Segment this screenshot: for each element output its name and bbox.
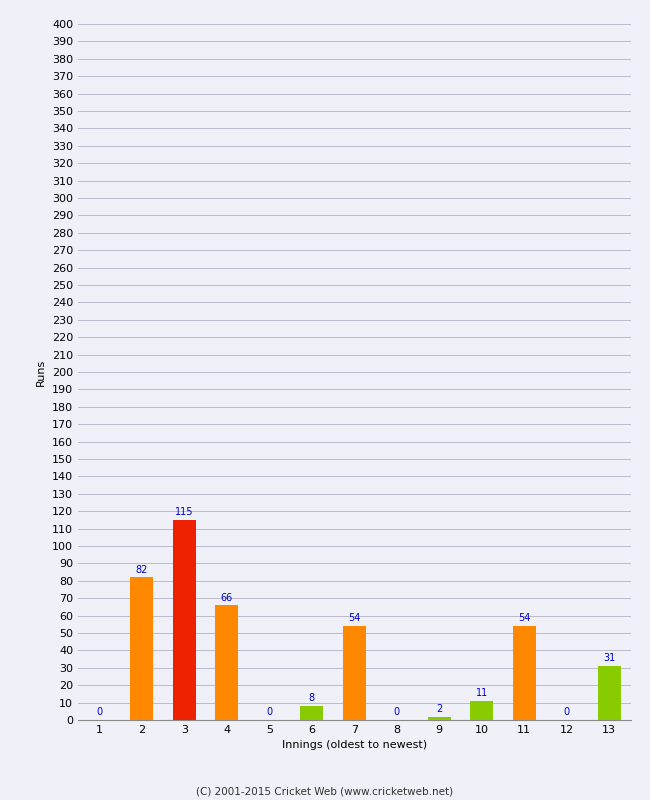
Text: 82: 82 [136,565,148,574]
Bar [300,706,324,720]
Text: 31: 31 [603,654,616,663]
Text: 54: 54 [348,614,361,623]
Text: 0: 0 [394,707,400,718]
Text: 8: 8 [309,694,315,703]
Text: 0: 0 [266,707,272,718]
Bar [130,578,153,720]
Text: 0: 0 [564,707,570,718]
Text: 66: 66 [220,593,233,602]
Text: 0: 0 [96,707,102,718]
Text: 54: 54 [518,614,530,623]
Text: 2: 2 [436,704,443,714]
Bar [215,605,239,720]
Text: 115: 115 [175,507,194,518]
Bar [172,520,196,720]
Bar [470,701,493,720]
Bar [428,717,451,720]
Text: 11: 11 [476,688,488,698]
Bar [513,626,536,720]
Y-axis label: Runs: Runs [36,358,46,386]
Bar [597,666,621,720]
X-axis label: Innings (oldest to newest): Innings (oldest to newest) [281,741,427,750]
Bar [343,626,366,720]
Text: (C) 2001-2015 Cricket Web (www.cricketweb.net): (C) 2001-2015 Cricket Web (www.cricketwe… [196,786,454,796]
